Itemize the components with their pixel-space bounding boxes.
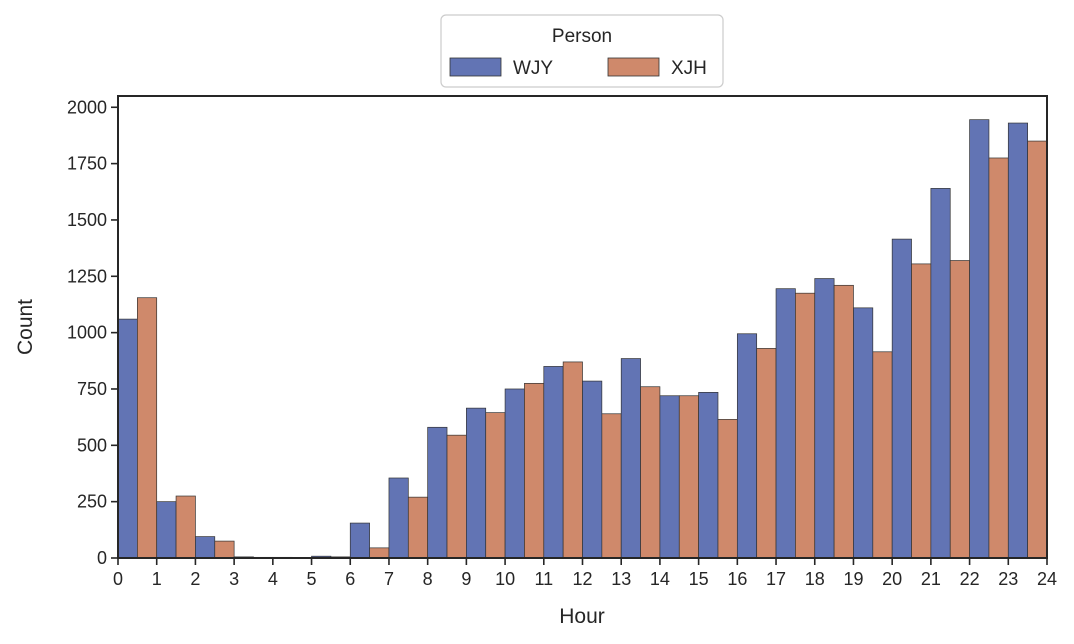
- bar-xjh-hour-12: [601, 413, 622, 559]
- y-tick-label: 2000: [67, 97, 107, 117]
- x-tick-label: 22: [960, 569, 980, 589]
- bar-xjh-hour-14: [678, 395, 699, 559]
- bar-wjy-hour-14: [659, 395, 680, 559]
- x-tick-label: 8: [423, 569, 433, 589]
- bar-wjy-hour-20: [891, 238, 912, 559]
- bar-wjy-hour-9: [466, 407, 487, 559]
- legend-title: Person: [552, 26, 612, 47]
- x-tick-label: 14: [650, 569, 670, 589]
- bar-xjh-hour-2: [214, 540, 235, 559]
- bar-xjh-hour-1: [175, 495, 196, 559]
- legend-label-xjh: XJH: [671, 58, 707, 79]
- x-tick-label: 15: [689, 569, 709, 589]
- bar-xjh-hour-13: [640, 386, 661, 559]
- bar-wjy-hour-17: [775, 288, 796, 559]
- bar-wjy-hour-7: [388, 477, 409, 559]
- x-tick-label: 12: [572, 569, 592, 589]
- x-tick-label: 23: [998, 569, 1018, 589]
- legend: Person WJY XJH: [440, 14, 724, 88]
- x-tick-label: 2: [190, 569, 200, 589]
- bar-wjy-hour-8: [427, 426, 448, 559]
- x-tick-label: 1: [152, 569, 162, 589]
- y-tick-label: 1250: [67, 266, 107, 286]
- y-axis-ticks: 0 250 500 750 1000 1250 1500 1750 2000: [67, 97, 118, 568]
- y-tick-label: 1500: [67, 210, 107, 230]
- bar-xjh-hour-15: [717, 419, 738, 559]
- bar-xjh-hour-11: [562, 361, 583, 559]
- bar-wjy-hour-22: [969, 119, 990, 559]
- y-axis-label: Count: [14, 299, 37, 355]
- x-tick-label: 6: [345, 569, 355, 589]
- bar-xjh-hour-9: [485, 412, 506, 559]
- x-tick-label: 3: [229, 569, 239, 589]
- y-tick-label: 1000: [67, 323, 107, 343]
- bar-wjy-hour-18: [814, 278, 835, 559]
- bar-xjh-hour-6: [369, 547, 390, 559]
- y-tick-label: 1750: [67, 154, 107, 174]
- x-tick-label: 18: [805, 569, 825, 589]
- bars-layer: [117, 119, 1048, 559]
- x-tick-label: 16: [727, 569, 747, 589]
- legend-label-wjy: WJY: [513, 58, 553, 79]
- x-tick-label: 9: [461, 569, 471, 589]
- x-tick-label: 10: [495, 569, 515, 589]
- bar-xjh-hour-8: [446, 434, 467, 559]
- bar-wjy-hour-6: [349, 522, 370, 559]
- bar-xjh-hour-23: [1027, 140, 1048, 559]
- y-tick-label: 250: [77, 492, 107, 512]
- x-axis-label: Hour: [559, 605, 605, 628]
- bar-wjy-hour-15: [698, 392, 719, 559]
- x-tick-label: 5: [307, 569, 317, 589]
- plot-frame: [117, 95, 1048, 559]
- x-tick-label: 11: [534, 569, 553, 589]
- bar-xjh-hour-0: [137, 297, 158, 559]
- x-tick-label: 24: [1037, 569, 1057, 589]
- bar-wjy-hour-16: [736, 333, 758, 559]
- bar-wjy-hour-1: [156, 501, 177, 559]
- bar-xjh-hour-10: [524, 382, 545, 559]
- x-tick-label: 4: [268, 569, 278, 589]
- x-tick-label: 21: [921, 569, 941, 589]
- x-tick-label: 17: [766, 569, 786, 589]
- x-tick-label: 20: [882, 569, 902, 589]
- legend-swatch-wjy: [449, 57, 502, 77]
- bar-wjy-hour-11: [543, 366, 564, 559]
- bar-xjh-hour-18: [833, 284, 854, 559]
- y-tick-label: 0: [97, 548, 107, 568]
- bar-wjy-hour-13: [620, 358, 641, 559]
- bar-wjy-hour-10: [504, 388, 525, 559]
- bar-wjy-hour-12: [582, 380, 603, 559]
- y-tick-label: 500: [77, 435, 107, 455]
- x-tick-label: 7: [384, 569, 394, 589]
- legend-swatch-xjh: [607, 57, 660, 77]
- bar-xjh-hour-17: [795, 292, 816, 559]
- bar-wjy-hour-23: [1007, 122, 1028, 559]
- bar-wjy-hour-2: [195, 536, 216, 559]
- y-tick-label: 750: [77, 379, 107, 399]
- bar-xjh-hour-20: [911, 263, 932, 559]
- bar-wjy-hour-0: [117, 318, 138, 559]
- x-tick-label: 0: [113, 569, 123, 589]
- bar-xjh-hour-19: [872, 351, 893, 559]
- x-axis-ticks: 0 1 2 3 4 5 6 7 8 9 10 11 12 13 14 15 16 17 18 19 20 21 22 23 24: [113, 558, 1057, 589]
- bar-xjh-hour-22: [988, 157, 1009, 559]
- x-tick-label: 19: [843, 569, 863, 589]
- bar-wjy-hour-21: [930, 188, 951, 559]
- bar-xjh-hour-7: [407, 496, 429, 559]
- x-tick-label: 13: [611, 569, 631, 589]
- bar-xjh-hour-21: [949, 260, 970, 559]
- bar-wjy-hour-19: [853, 307, 874, 559]
- bar-xjh-hour-16: [756, 348, 777, 559]
